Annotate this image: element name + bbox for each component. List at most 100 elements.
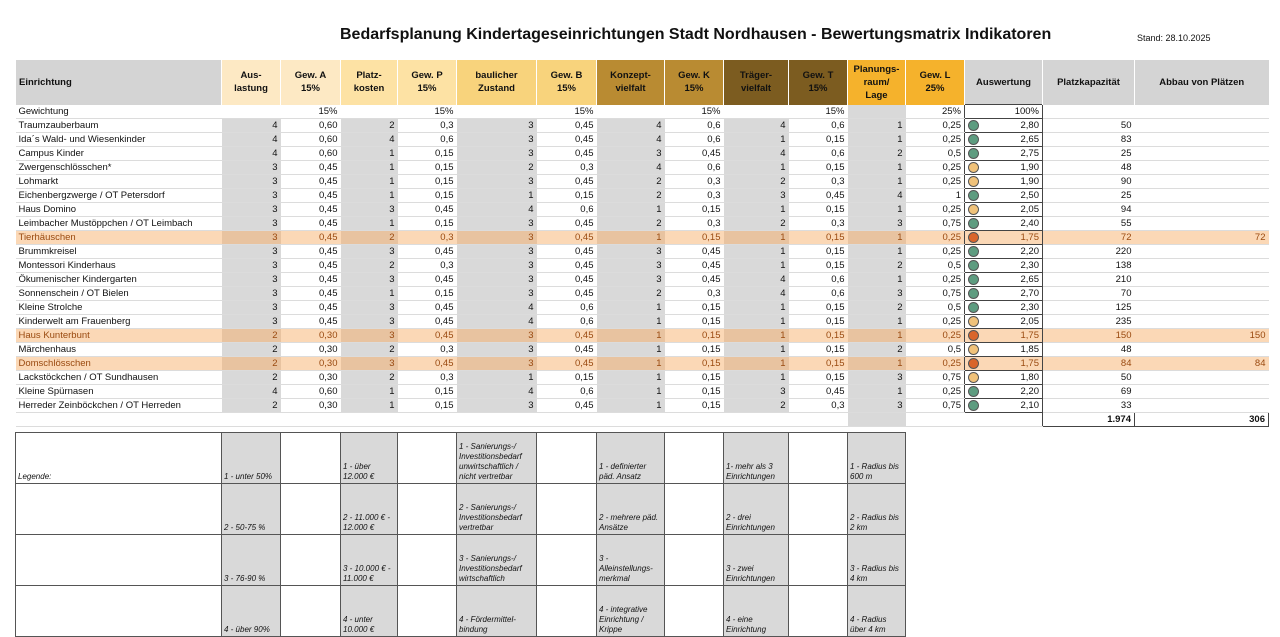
cell: 2	[723, 216, 789, 231]
legend-entry: 2 - drei Einrichtungen	[723, 483, 789, 535]
cell: 0,15	[788, 356, 848, 371]
cell: 2	[221, 342, 281, 357]
cell: 0,45	[788, 188, 848, 203]
cell: 0,15	[664, 384, 724, 399]
cell: 3	[340, 328, 398, 343]
score: 2,80	[1020, 120, 1040, 131]
cell: 3	[847, 398, 906, 413]
status-dot	[968, 358, 979, 369]
legend-row: 2 - 50-75 % 2 - 11.000 € - 12.000 € 2 - Sa…	[15, 483, 965, 535]
cell: 0,45	[280, 244, 341, 259]
cell: 0,6	[536, 202, 597, 217]
capacity: 69	[1042, 384, 1135, 399]
cell: 1	[596, 300, 665, 315]
legend-entry: 1 - über 12.000 €	[340, 432, 398, 484]
capacity: 72	[1042, 230, 1135, 245]
legend-spacer	[664, 585, 724, 637]
cell: 2	[340, 370, 398, 385]
score: 2,05	[1020, 204, 1040, 215]
cell: 3	[723, 188, 789, 203]
cell: 2	[847, 342, 906, 357]
legend-entry: 2 - Sanierungs-/ Investitionsbedarf vert…	[456, 483, 537, 535]
legend-spacer	[664, 432, 724, 484]
cell: 0,15	[664, 300, 724, 315]
score-cell: 2,40	[964, 216, 1043, 231]
facility-name: Tierhäuschen	[15, 230, 222, 245]
cell: 3	[456, 216, 537, 231]
data-row: Sonnenschein / OT Bielen 3 0,45 1 0,15 3 0,45 2…	[15, 286, 1269, 301]
score-cell: 1,75	[964, 328, 1043, 343]
cell: 1	[847, 132, 906, 147]
reduction	[1134, 370, 1269, 385]
legend-entry: 4 - Fördermittel-bindung	[456, 585, 537, 637]
legend-entry: 3 - Radius bis 4 km	[847, 534, 906, 586]
spacer	[340, 412, 398, 427]
header-row: Einrichtung Aus- lastung Gew. A 15% Platz- …	[15, 60, 1269, 105]
cell: 1	[723, 160, 789, 175]
reduction	[1134, 160, 1269, 175]
capacity: 150	[1042, 328, 1135, 343]
cell: 0,3	[397, 230, 457, 245]
cell: 0,15	[397, 398, 457, 413]
legend-spacer	[397, 432, 457, 484]
score: 2,30	[1020, 302, 1040, 313]
cell: 1	[847, 328, 906, 343]
cell: 4	[723, 286, 789, 301]
column-header: Gew. T 15%	[788, 60, 848, 105]
cell: 0,45	[536, 356, 597, 371]
cell: 0,45	[664, 244, 724, 259]
facility-name: Eichenbergzwerge / OT Petersdorf	[15, 188, 222, 203]
cell: 0,45	[397, 272, 457, 287]
cell: 3	[340, 314, 398, 329]
column-header: baulicher Zustand	[456, 60, 537, 105]
data-row: Brummkreisel 3 0,45 3 0,45 3 0,45 3 0,45 1 0,15 1 0,…	[15, 244, 1269, 259]
status-dot	[968, 260, 979, 271]
legend-spacer	[536, 585, 597, 637]
cell: 1	[847, 244, 906, 259]
cell: 1	[596, 370, 665, 385]
capacity: 50	[1042, 370, 1135, 385]
column-header: Gew. L 25%	[905, 60, 965, 105]
legend-spacer	[536, 432, 597, 484]
legend-row: Legende: 1 - unter 50% 1 - über 12.000 € 1 …	[15, 432, 965, 484]
spacer	[1042, 104, 1135, 119]
cell: 2	[221, 356, 281, 371]
cell: 1	[723, 258, 789, 273]
facility-name: Kinderwelt am Frauenberg	[15, 314, 222, 329]
score: 1,80	[1020, 372, 1040, 383]
status-dot	[968, 330, 979, 341]
cell: 0,45	[536, 174, 597, 189]
column-header: Platz- kosten	[340, 60, 398, 105]
spacer	[788, 412, 848, 427]
cell: 3	[221, 244, 281, 259]
score-cell: 2,10	[964, 398, 1043, 413]
facility-name: Sonnenschein / OT Bielen	[15, 286, 222, 301]
status-dot	[968, 162, 979, 173]
legend-spacer	[280, 483, 341, 535]
cell: 1	[723, 370, 789, 385]
cell: 0,15	[788, 342, 848, 357]
legend-entry: 3 - 10.000 € - 11.000 €	[340, 534, 398, 586]
cell: 0,6	[788, 146, 848, 161]
cell: 3	[596, 258, 665, 273]
score-cell: 1,80	[964, 370, 1043, 385]
cell: 4	[723, 118, 789, 133]
legend-spacer	[280, 534, 341, 586]
facility-name: Kleine Spürnasen	[15, 384, 222, 399]
spacer	[596, 412, 665, 427]
cell: 0,45	[280, 230, 341, 245]
legend-spacer	[397, 534, 457, 586]
capacity: 25	[1042, 146, 1135, 161]
score-cell: 2,65	[964, 272, 1043, 287]
legend-entry: 4 - unter 10.000 €	[340, 585, 398, 637]
cell: 1	[596, 230, 665, 245]
cell: 1	[340, 398, 398, 413]
cell: 0,25	[905, 160, 965, 175]
facility-name: Domschlösschen	[15, 356, 222, 371]
cell: 3	[221, 188, 281, 203]
reduction	[1134, 118, 1269, 133]
facility-name: Märchenhaus	[15, 342, 222, 357]
legend-title-cell	[15, 585, 222, 637]
cell: 4	[221, 118, 281, 133]
capacity: 220	[1042, 244, 1135, 259]
